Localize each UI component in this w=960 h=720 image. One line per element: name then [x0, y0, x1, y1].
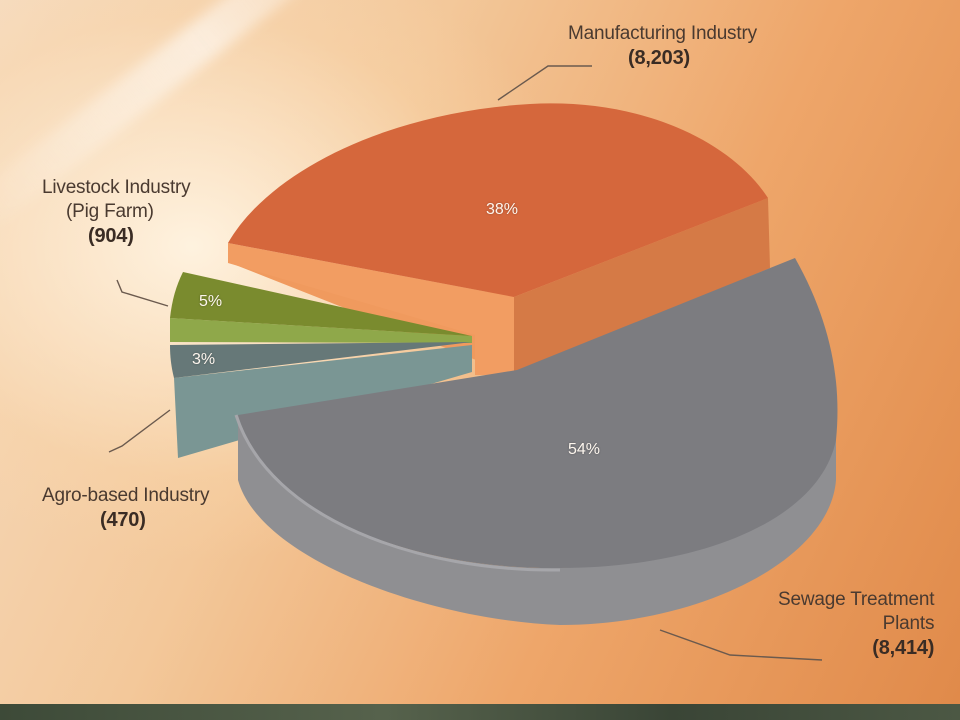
- label-sewage: Sewage Treatment Plants (8,414): [778, 588, 934, 660]
- slice-manufacturing-side-left: [228, 243, 514, 375]
- slice-manufacturing-top: [228, 103, 768, 297]
- label-sewage-name: Sewage Treatment: [778, 589, 935, 610]
- slice-livestock-side: [170, 318, 472, 343]
- label-agro: Agro-based Industry (470): [42, 484, 209, 532]
- slice-manufacturing-side-right: [514, 198, 770, 375]
- percent-livestock: 5%: [199, 293, 223, 310]
- slice-agro-top: [170, 342, 472, 378]
- slice-sewage-top: [238, 258, 838, 569]
- label-livestock-value: (904): [88, 225, 134, 247]
- leader-line-agro: [108, 409, 171, 453]
- slice-sewage-rim-highlight: [234, 414, 561, 572]
- leader-line-livestock: [116, 279, 169, 307]
- slice-livestock: [170, 272, 472, 343]
- slice-livestock-top: [170, 272, 472, 336]
- percent-agro: 3%: [192, 351, 216, 368]
- slice-sewage: [234, 258, 838, 625]
- label-livestock-name2: (Pig Farm): [66, 201, 154, 222]
- label-agro-value: (470): [100, 509, 146, 531]
- leader-line-sewage: [659, 629, 823, 661]
- label-sewage-name2: Plants: [882, 613, 935, 634]
- bottom-strip: [0, 704, 960, 720]
- percent-sewage: 54%: [568, 441, 601, 458]
- label-manufacturing: Manufacturing Industry (8,203): [568, 22, 757, 70]
- label-manufacturing-value: (8,203): [628, 47, 690, 69]
- leader-line-manufacturing: [497, 65, 592, 101]
- slice-manufacturing: [228, 103, 770, 375]
- label-sewage-value: (8,414): [872, 637, 935, 659]
- pie-chart: [108, 65, 838, 661]
- label-manufacturing-name: Manufacturing Industry: [568, 23, 757, 44]
- label-agro-name: Agro-based Industry: [42, 485, 210, 506]
- percent-manufacturing: 38%: [486, 201, 519, 218]
- label-livestock-name: Livestock Industry: [42, 177, 191, 198]
- label-livestock: Livestock Industry (Pig Farm) (904): [42, 176, 191, 248]
- slice-sewage-side: [238, 400, 836, 625]
